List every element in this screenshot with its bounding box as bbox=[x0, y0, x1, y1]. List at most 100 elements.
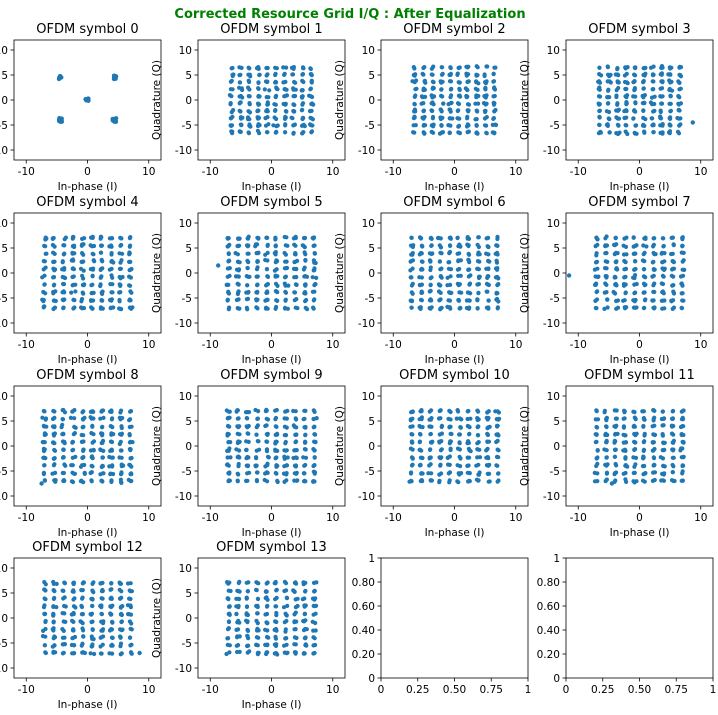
data-point bbox=[127, 283, 132, 288]
data-point bbox=[60, 455, 66, 460]
data-point bbox=[670, 283, 675, 288]
data-point bbox=[632, 88, 637, 93]
data-point bbox=[40, 275, 45, 280]
data-point bbox=[109, 447, 114, 452]
data-point bbox=[274, 258, 279, 263]
data-point bbox=[475, 416, 480, 421]
data-point bbox=[592, 479, 598, 484]
data-point bbox=[119, 242, 124, 248]
data-point bbox=[622, 306, 628, 311]
data-point bbox=[440, 130, 445, 135]
y-tick-label: 0 bbox=[368, 673, 375, 685]
data-point bbox=[263, 257, 268, 263]
axes-frame bbox=[565, 212, 714, 334]
data-point bbox=[234, 409, 239, 414]
y-tick-label: -5 bbox=[182, 293, 192, 305]
data-point bbox=[237, 589, 242, 594]
data-point bbox=[292, 642, 297, 647]
data-point bbox=[226, 307, 231, 312]
data-point bbox=[89, 463, 94, 468]
data-point bbox=[39, 481, 44, 486]
data-point bbox=[640, 478, 646, 483]
data-point bbox=[494, 243, 499, 248]
data-point bbox=[613, 447, 618, 452]
data-point bbox=[263, 642, 268, 648]
data-point bbox=[299, 123, 305, 128]
data-point bbox=[495, 432, 500, 437]
data-point bbox=[290, 116, 295, 121]
data-point bbox=[594, 297, 600, 302]
data-point bbox=[236, 439, 241, 444]
data-point bbox=[254, 642, 259, 647]
data-point bbox=[264, 235, 269, 240]
data-point bbox=[668, 72, 673, 77]
data-point bbox=[256, 86, 261, 91]
data-point bbox=[651, 273, 656, 278]
data-point bbox=[89, 479, 94, 484]
data-point bbox=[661, 236, 666, 241]
y-tick-label: -5 bbox=[550, 466, 560, 478]
data-point bbox=[312, 439, 317, 444]
data-point bbox=[455, 267, 460, 272]
data-point bbox=[109, 266, 114, 271]
data-point bbox=[89, 470, 94, 475]
data-point bbox=[417, 440, 422, 445]
scatter-points bbox=[56, 73, 119, 124]
data-point bbox=[421, 123, 426, 128]
x-axis-label: In-phase (I) bbox=[58, 181, 118, 193]
data-point bbox=[237, 634, 242, 639]
data-point bbox=[428, 258, 433, 263]
x-tick-label: 10 bbox=[509, 339, 522, 351]
data-point bbox=[680, 243, 685, 248]
y-tick-label: 0 bbox=[553, 673, 560, 685]
data-point bbox=[265, 306, 270, 311]
y-tick-label: 10 bbox=[0, 391, 8, 403]
data-point bbox=[641, 409, 647, 414]
data-point bbox=[464, 298, 469, 303]
data-point bbox=[244, 439, 249, 444]
data-point bbox=[633, 94, 638, 99]
data-point bbox=[595, 236, 600, 241]
data-point bbox=[651, 408, 656, 413]
data-point bbox=[677, 87, 682, 92]
data-point bbox=[60, 417, 66, 422]
data-point bbox=[408, 470, 414, 475]
data-point bbox=[60, 432, 65, 437]
data-point bbox=[265, 461, 270, 466]
data-point bbox=[429, 243, 434, 248]
data-point bbox=[119, 628, 124, 633]
data-point bbox=[632, 130, 637, 135]
data-point bbox=[128, 626, 133, 632]
data-point bbox=[44, 251, 49, 256]
data-point bbox=[88, 651, 93, 656]
data-point bbox=[634, 431, 639, 436]
data-point bbox=[595, 242, 600, 247]
data-point bbox=[283, 305, 288, 310]
data-point bbox=[311, 425, 316, 430]
data-point bbox=[428, 417, 433, 422]
data-point bbox=[60, 588, 65, 593]
data-point bbox=[274, 304, 279, 310]
data-point bbox=[456, 409, 461, 414]
data-point bbox=[247, 79, 252, 85]
data-point bbox=[605, 64, 610, 69]
data-point bbox=[245, 471, 250, 476]
data-point bbox=[641, 447, 647, 452]
data-point bbox=[272, 251, 277, 256]
data-point bbox=[272, 102, 277, 107]
data-point bbox=[458, 94, 463, 99]
data-point bbox=[255, 259, 260, 264]
data-point bbox=[71, 627, 76, 632]
data-point bbox=[593, 440, 598, 445]
data-point bbox=[265, 479, 270, 484]
x-tick-label: -10 bbox=[202, 684, 219, 696]
data-point bbox=[118, 596, 123, 601]
data-point bbox=[128, 643, 133, 648]
data-point bbox=[652, 108, 657, 113]
data-point bbox=[632, 291, 637, 296]
data-point bbox=[256, 102, 261, 107]
data-point bbox=[229, 66, 234, 71]
data-point bbox=[448, 79, 454, 84]
data-point bbox=[445, 455, 450, 460]
